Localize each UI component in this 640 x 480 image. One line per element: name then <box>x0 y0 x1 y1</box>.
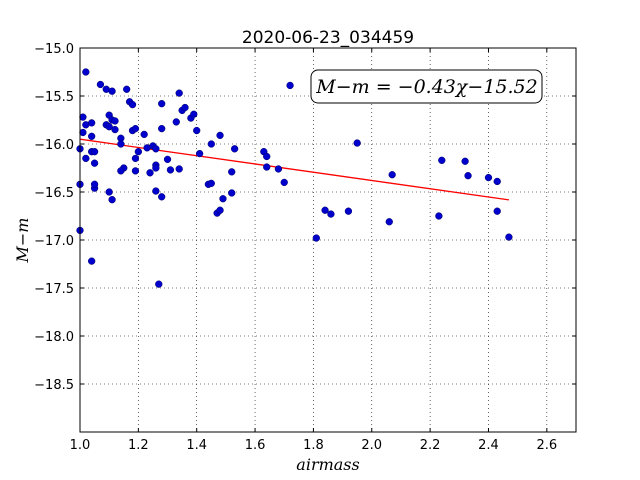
data-point <box>152 145 160 153</box>
data-point <box>117 167 125 175</box>
data-point <box>134 148 143 156</box>
data-point <box>385 218 393 226</box>
annotation-box <box>310 69 543 104</box>
x-tick-label: 1.2 <box>128 438 149 453</box>
data-point <box>274 165 283 173</box>
data-point <box>152 187 160 195</box>
x-tick-label: 1.4 <box>186 438 207 453</box>
data-point <box>175 89 183 97</box>
data-point <box>90 159 99 167</box>
data-point <box>82 68 90 76</box>
data-point <box>88 132 96 140</box>
data-point <box>464 172 472 180</box>
data-point <box>286 81 294 90</box>
data-point <box>207 179 215 188</box>
data-point <box>131 167 140 175</box>
data-point <box>484 173 493 182</box>
data-point <box>230 145 239 153</box>
fit-annotation: M−m = −0.43χ−15.52 <box>310 69 543 104</box>
data-point <box>344 207 353 215</box>
x-tick-label: 1.0 <box>70 438 91 453</box>
data-point <box>228 168 236 176</box>
data-point <box>193 126 201 135</box>
data-points <box>76 68 513 288</box>
x-tick-label: 2.2 <box>420 438 441 453</box>
data-point <box>216 131 224 140</box>
data-point <box>140 130 148 139</box>
y-tick-label: −18.0 <box>34 330 74 345</box>
data-point <box>163 155 172 164</box>
y-tick-label: −15.5 <box>34 90 74 105</box>
data-point <box>79 128 87 137</box>
data-point <box>146 169 154 177</box>
data-point <box>321 206 329 214</box>
data-point <box>105 188 113 196</box>
fit-line <box>79 138 509 201</box>
data-point <box>158 124 166 133</box>
y-tick-label: −17.0 <box>34 234 74 249</box>
data-point <box>263 152 271 161</box>
y-tick-label: −17.5 <box>34 282 74 297</box>
data-point <box>117 140 125 148</box>
data-point <box>158 100 166 108</box>
data-point <box>388 171 396 179</box>
data-point <box>312 234 320 242</box>
data-point <box>228 189 236 197</box>
data-point <box>105 123 113 131</box>
data-point <box>175 165 183 173</box>
data-point <box>131 154 140 163</box>
data-point <box>79 113 87 121</box>
x-tick-label: 2.0 <box>361 438 382 453</box>
x-tick-label: 1.8 <box>303 438 324 453</box>
data-point <box>280 178 288 187</box>
data-point <box>108 87 116 95</box>
data-point <box>435 212 443 220</box>
data-point <box>461 157 469 165</box>
data-point <box>207 140 215 148</box>
data-point <box>155 280 163 288</box>
data-point <box>152 164 160 172</box>
data-point <box>216 206 224 214</box>
data-point <box>190 110 198 118</box>
y-tick-label: −16.0 <box>34 138 74 153</box>
data-point <box>90 180 99 188</box>
data-point <box>131 124 140 133</box>
data-point <box>88 257 96 265</box>
data-point <box>111 125 119 134</box>
data-point <box>505 233 513 241</box>
data-point <box>353 139 361 147</box>
y-tick-label: −15.0 <box>34 42 74 57</box>
data-point <box>82 154 90 163</box>
data-point <box>88 119 96 127</box>
x-tick-label: 1.6 <box>245 438 266 453</box>
x-tick-label: 2.4 <box>478 438 499 453</box>
data-point <box>158 193 166 201</box>
data-point <box>123 85 131 93</box>
y-tick-label: −18.5 <box>34 378 74 393</box>
x-axis-label: airmass <box>296 455 359 474</box>
data-point <box>172 118 180 126</box>
data-point <box>181 103 189 112</box>
data-point <box>219 195 227 203</box>
data-point <box>166 166 175 174</box>
annotation-text: M−m = −0.43χ−15.52 <box>315 76 537 98</box>
data-point <box>108 196 116 204</box>
data-point <box>493 207 501 215</box>
y-axis-label: M−m <box>13 218 32 264</box>
data-point <box>438 156 446 164</box>
fit-layer <box>79 138 509 201</box>
data-point <box>128 100 137 109</box>
data-point <box>263 163 271 171</box>
data-point <box>327 210 335 218</box>
x-tick-label: 2.6 <box>536 438 557 453</box>
data-point <box>493 177 501 186</box>
axis-ticks: 1.0 1.2 1.4 1.6 1.8 2.0 2.2 2.4 2.6 −15.0 −15.5 −16… <box>34 42 576 453</box>
data-point <box>195 149 204 158</box>
data-point <box>111 117 119 125</box>
chart-title: 2020-06-23_034459 <box>242 28 414 48</box>
y-tick-label: −16.5 <box>34 186 74 201</box>
data-point <box>96 80 105 89</box>
data-point <box>90 148 99 156</box>
